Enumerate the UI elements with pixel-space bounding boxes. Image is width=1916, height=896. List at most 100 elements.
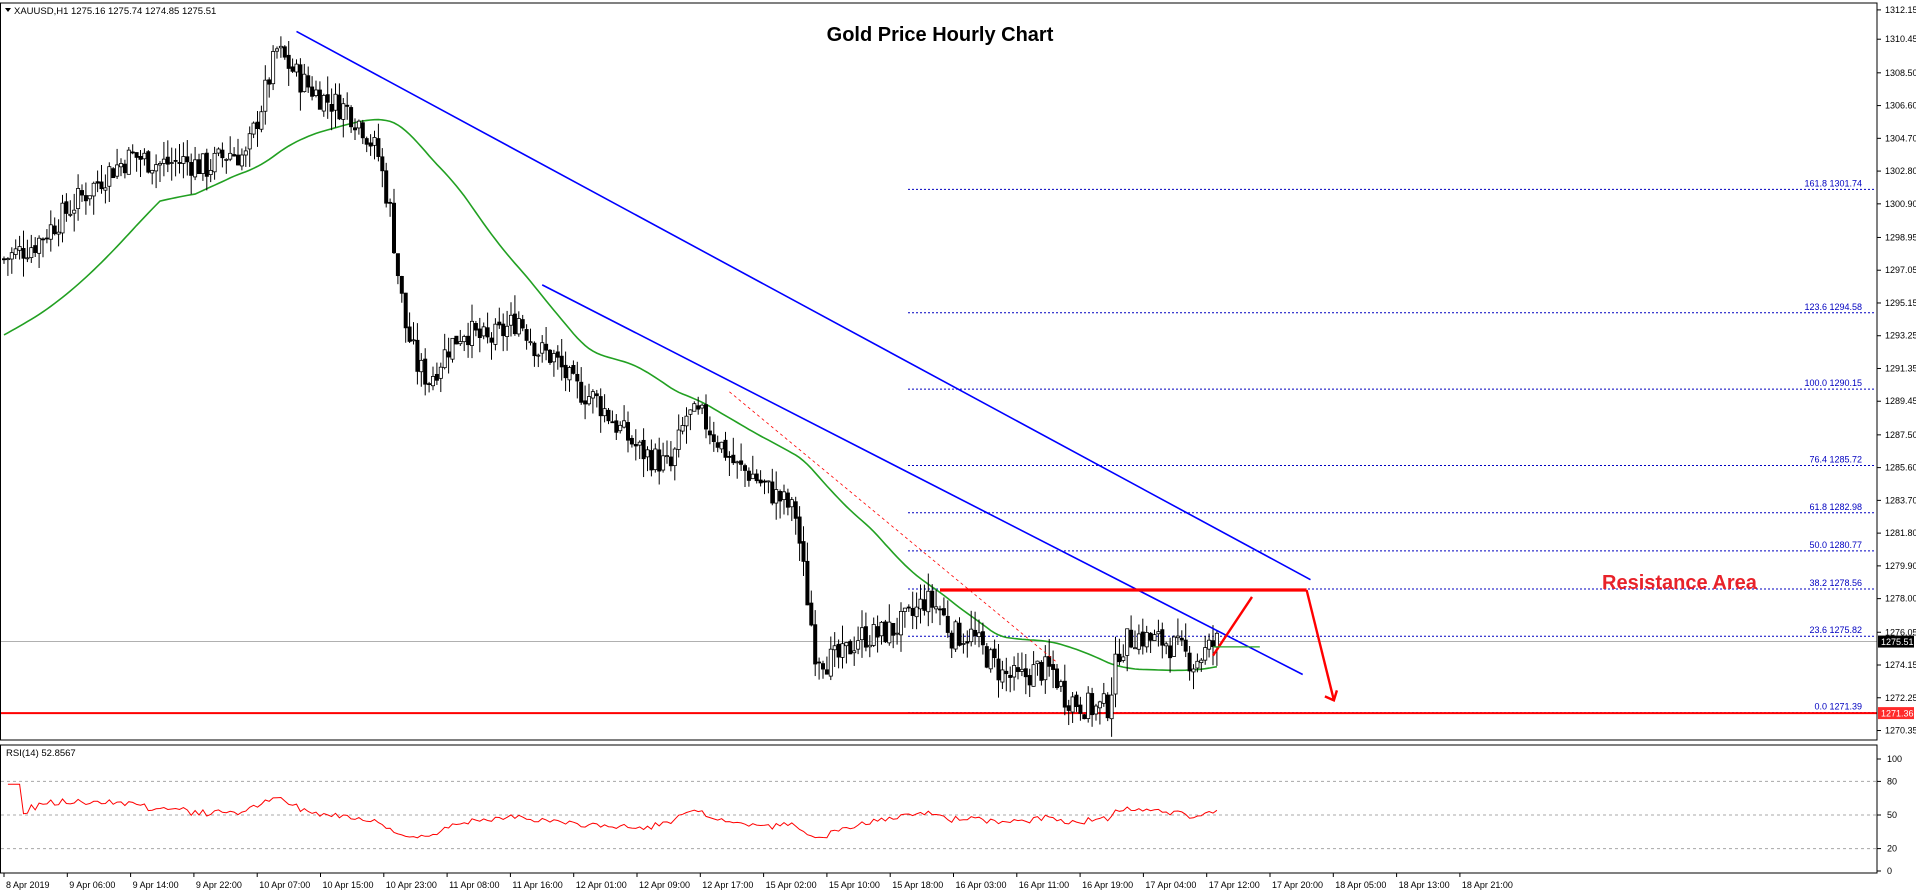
trendlines	[296, 30, 1311, 676]
candle-body	[1152, 634, 1157, 641]
candle-body	[360, 122, 365, 139]
candle-body	[458, 341, 463, 345]
candle-body	[1058, 681, 1063, 687]
candle-body	[965, 641, 970, 644]
candle-body	[247, 133, 252, 150]
candle-body	[442, 349, 447, 369]
candle-body	[485, 327, 490, 338]
price-tick-label: 1298.95	[1885, 232, 1916, 242]
candle-body	[1183, 639, 1188, 652]
candle-body	[770, 481, 775, 504]
candle-body	[1172, 636, 1177, 657]
candle-body	[977, 632, 982, 638]
candle-body	[801, 541, 806, 562]
fib-level-label: 100.0 1290.15	[1804, 378, 1862, 388]
time-tick-label: 17 Apr 04:00	[1145, 880, 1196, 890]
candle-body	[325, 94, 330, 103]
candle-body	[505, 325, 510, 337]
rsi-tick-label: 100	[1887, 754, 1902, 764]
candle-body	[1062, 680, 1067, 708]
price-tick-label: 1295.15	[1885, 298, 1916, 308]
candle-body	[684, 415, 689, 427]
candle-body	[142, 152, 147, 160]
candle-body	[1031, 664, 1036, 687]
candle-body	[809, 602, 814, 626]
candle-body	[754, 473, 759, 482]
candle-body	[774, 489, 779, 504]
candle-body	[282, 46, 287, 58]
candle-body	[555, 351, 560, 358]
candle-body	[540, 342, 545, 354]
candle-body	[154, 164, 159, 172]
candle-body	[1016, 667, 1021, 672]
support-line	[0, 641, 1877, 715]
candle-body	[879, 621, 884, 637]
fib-level-label: 23.6 1275.82	[1809, 625, 1862, 635]
fib-level-label: 161.8 1301.74	[1804, 178, 1862, 188]
candle-body	[60, 202, 65, 234]
candle-body	[606, 409, 611, 422]
candle-body	[1207, 639, 1212, 650]
candle-body	[274, 48, 279, 52]
candle-body	[1035, 660, 1040, 665]
candle-body	[844, 642, 849, 647]
candle-body	[165, 156, 170, 165]
candle-body	[72, 209, 77, 214]
candle-body	[5, 258, 10, 261]
candle-body	[860, 627, 865, 641]
candle-body	[704, 404, 709, 430]
candle-body	[349, 107, 354, 128]
candle-body	[286, 54, 291, 69]
candle-body	[21, 248, 26, 259]
candle-body	[984, 646, 989, 668]
candle-body	[56, 231, 61, 235]
price-tick-label: 1297.05	[1885, 265, 1916, 275]
candle-body	[317, 89, 322, 110]
candle-body	[415, 339, 420, 372]
time-tick-label: 16 Apr 19:00	[1082, 880, 1133, 890]
candle-body	[438, 366, 443, 379]
candle-body	[688, 409, 693, 415]
fib-level-label: 76.4 1285.72	[1809, 455, 1862, 465]
candle-body	[731, 454, 736, 464]
candle-body	[138, 155, 143, 160]
time-tick-label: 17 Apr 12:00	[1209, 880, 1260, 890]
price-tick-label: 1278.00	[1885, 594, 1916, 604]
lower-trendline	[541, 284, 1304, 676]
candle-body	[52, 225, 57, 235]
candle-body	[1117, 653, 1122, 663]
candle-body	[427, 383, 432, 386]
candle-body	[130, 151, 135, 154]
symbol-marker-icon	[5, 8, 11, 12]
candle-body	[996, 658, 1001, 681]
candle-body	[727, 455, 732, 458]
candle-body	[185, 156, 190, 163]
upper-trendline	[296, 30, 1311, 581]
candle-body	[707, 430, 712, 436]
candle-body	[629, 437, 634, 445]
candle-body	[271, 51, 276, 85]
candle-body	[895, 632, 900, 635]
candle-body	[645, 449, 650, 458]
candle-body	[220, 149, 225, 159]
candle-body	[992, 648, 997, 659]
time-tick-label: 11 Apr 08:00	[449, 880, 499, 890]
candle-body	[298, 64, 303, 93]
candle-body	[532, 342, 537, 357]
candle-body	[980, 631, 985, 646]
candle-body	[364, 138, 369, 145]
candle-body	[988, 649, 993, 670]
candle-body	[723, 439, 728, 458]
candle-body	[1047, 656, 1052, 667]
fib-level-label: 50.0 1280.77	[1809, 540, 1862, 550]
rsi-label: RSI(14) 52.8567	[6, 748, 76, 759]
candle-body	[700, 404, 705, 409]
candle-body	[797, 516, 802, 544]
price-tick-label: 1302.80	[1885, 166, 1916, 176]
candle-body	[1191, 668, 1196, 673]
candle-body	[680, 425, 685, 432]
candle-body	[157, 163, 162, 166]
candle-body	[290, 66, 295, 72]
candle-body	[1140, 631, 1145, 647]
